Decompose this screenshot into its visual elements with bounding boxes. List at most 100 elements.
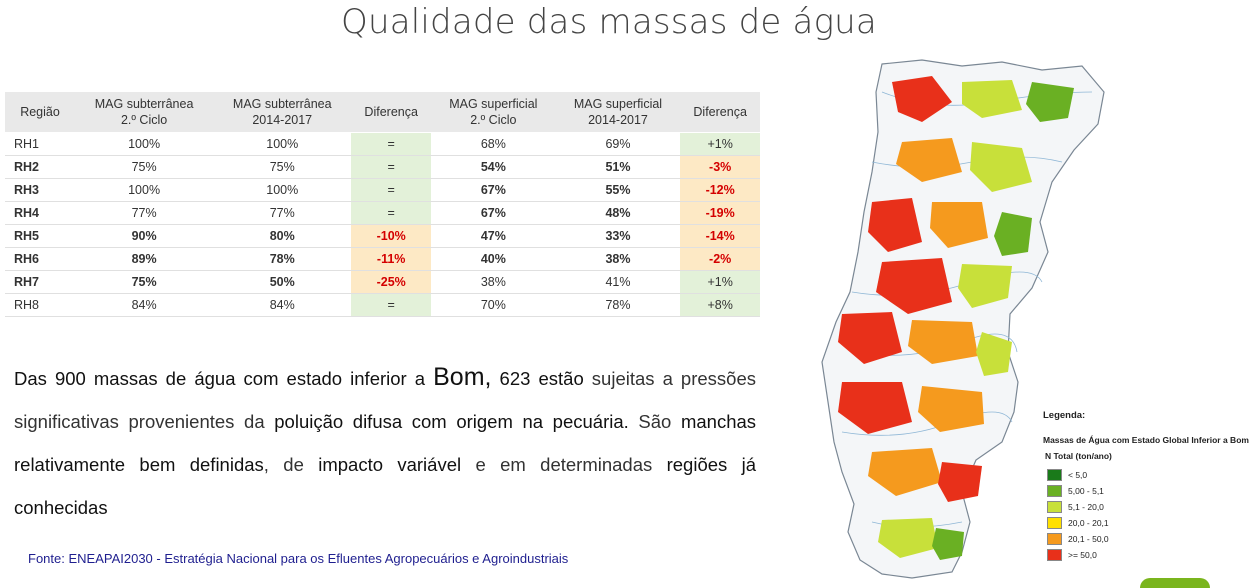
- table-row: RH1 100% 100% = 68% 69% +1%: [5, 132, 760, 156]
- sub-2014-cell: 100%: [213, 132, 352, 156]
- sup-2014-cell: 69%: [555, 132, 681, 156]
- map-legend: Legenda: Massas de Água com Estado Globa…: [1043, 410, 1249, 563]
- legend-unit: N Total (ton/ano): [1045, 451, 1112, 461]
- sub-ciclo-cell: 75%: [75, 155, 214, 179]
- legend-label: 20,0 - 20,1: [1068, 518, 1109, 528]
- table-row: RH2 75% 75% = 54% 51% -3%: [5, 155, 760, 179]
- legend-swatch: [1047, 517, 1062, 529]
- table-row: RH6 89% 78% -11% 40% 38% -2%: [5, 247, 760, 271]
- region-cell: RH5: [5, 224, 75, 248]
- text-segment: manchas relativamente bem definidas: [14, 411, 757, 475]
- sub-ciclo-cell: 100%: [75, 178, 214, 202]
- diff-sub-cell: -11%: [351, 247, 431, 271]
- region-cell: RH7: [5, 270, 75, 294]
- diff-sub-cell: -10%: [351, 224, 431, 248]
- diff-sub-cell: -25%: [351, 270, 431, 294]
- sup-2014-cell: 38%: [555, 247, 681, 271]
- sup-2014-cell: 48%: [555, 201, 681, 225]
- diff-sup-cell: -12%: [680, 178, 760, 202]
- legend-swatch: [1047, 501, 1062, 513]
- legend-swatch: [1047, 485, 1062, 497]
- header-mag-sub-ciclo: MAG subterrânea 2.º Ciclo: [75, 92, 214, 133]
- table-row: RH7 75% 50% -25% 38% 41% +1%: [5, 270, 760, 294]
- diff-sup-cell: -14%: [680, 224, 760, 248]
- diff-sup-cell: -3%: [680, 155, 760, 179]
- sup-2014-cell: 41%: [555, 270, 681, 294]
- region-cell: RH1: [5, 132, 75, 156]
- sub-2014-cell: 77%: [213, 201, 352, 225]
- legend-item: 20,1 - 50,0: [1047, 531, 1249, 547]
- region-cell: RH8: [5, 293, 75, 317]
- text-segment: e em determinadas: [475, 454, 653, 475]
- decorative-corner-shape: [1140, 578, 1210, 588]
- region-cell: RH6: [5, 247, 75, 271]
- sup-ciclo-cell: 67%: [431, 178, 556, 202]
- legend-swatch: [1047, 549, 1062, 561]
- portugal-map: [821, 59, 1105, 579]
- legend-label: < 5,0: [1068, 470, 1088, 480]
- sub-2014-cell: 84%: [213, 293, 352, 317]
- table-row: RH3 100% 100% = 67% 55% -12%: [5, 178, 760, 202]
- sup-2014-cell: 33%: [555, 224, 681, 248]
- header-mag-sup-2014: MAG superficial 2014-2017: [555, 92, 681, 133]
- sub-ciclo-cell: 75%: [75, 270, 214, 294]
- sup-ciclo-cell: 67%: [431, 201, 556, 225]
- region-cell: RH4: [5, 201, 75, 225]
- sup-2014-cell: 55%: [555, 178, 681, 202]
- sub-ciclo-cell: 89%: [75, 247, 214, 271]
- text-segment-bom: Bom,: [433, 363, 492, 391]
- sup-2014-cell: 51%: [555, 155, 681, 179]
- text-segment: sujeitas a pressões significativas prove…: [14, 368, 756, 432]
- region-cell: RH2: [5, 155, 75, 179]
- page-title: Qualidade das massas de água: [341, 2, 877, 42]
- sup-ciclo-cell: 38%: [431, 270, 556, 294]
- legend-subtitle: Massas de Água com Estado Global Inferio…: [1043, 435, 1249, 445]
- water-body-patches: [838, 76, 1074, 560]
- diff-sup-cell: -19%: [680, 201, 760, 225]
- header-diferenca-1: Diferença: [351, 92, 431, 133]
- diff-sub-cell: =: [351, 293, 431, 317]
- sub-2014-cell: 78%: [213, 247, 352, 271]
- diff-sub-cell: =: [351, 178, 431, 202]
- sub-2014-cell: 75%: [213, 155, 352, 179]
- legend-label: >= 50,0: [1068, 550, 1097, 560]
- sub-ciclo-cell: 90%: [75, 224, 214, 248]
- table-row: RH4 77% 77% = 67% 48% -19%: [5, 201, 760, 225]
- text-segment: Das 900 massas de água com estado inferi…: [14, 368, 426, 389]
- diff-sup-cell: -2%: [680, 247, 760, 271]
- sub-ciclo-cell: 77%: [75, 201, 214, 225]
- text-segment: , de: [263, 454, 304, 475]
- sub-ciclo-cell: 84%: [75, 293, 214, 317]
- diff-sup-cell: +1%: [680, 270, 760, 294]
- diff-sup-cell: +8%: [680, 293, 760, 317]
- text-segment: poluição difusa com origem na pecuária.: [274, 411, 629, 432]
- legend-item: 5,00 - 5,1: [1047, 483, 1249, 499]
- sub-2014-cell: 100%: [213, 178, 352, 202]
- legend-swatch: [1047, 469, 1062, 481]
- sup-ciclo-cell: 68%: [431, 132, 556, 156]
- sup-ciclo-cell: 47%: [431, 224, 556, 248]
- summary-paragraph: Das 900 massas de água com estado inferi…: [14, 356, 756, 529]
- mainland-outline: [821, 59, 1105, 579]
- header-mag-sup-ciclo: MAG superficial 2.º Ciclo: [431, 92, 556, 133]
- diff-sup-cell: +1%: [680, 132, 760, 156]
- sup-ciclo-cell: 40%: [431, 247, 556, 271]
- table-row: RH5 90% 80% -10% 47% 33% -14%: [5, 224, 760, 248]
- legend-label: 5,1 - 20,0: [1068, 502, 1104, 512]
- legend-label: 20,1 - 50,0: [1068, 534, 1109, 544]
- table-header-row: Região MAG subterrânea 2.º Ciclo MAG sub…: [5, 92, 760, 133]
- legend-label: 5,00 - 5,1: [1068, 486, 1104, 496]
- sub-2014-cell: 50%: [213, 270, 352, 294]
- legend-item: < 5,0: [1047, 467, 1249, 483]
- sup-ciclo-cell: 54%: [431, 155, 556, 179]
- water-quality-table: Região MAG subterrânea 2.º Ciclo MAG sub…: [5, 92, 760, 317]
- legend-item: 20,0 - 20,1: [1047, 515, 1249, 531]
- diff-sub-cell: =: [351, 155, 431, 179]
- sup-ciclo-cell: 70%: [431, 293, 556, 317]
- region-cell: RH3: [5, 178, 75, 202]
- sup-2014-cell: 78%: [555, 293, 681, 317]
- text-segment: São: [638, 411, 672, 432]
- header-regiao: Região: [5, 92, 75, 133]
- sub-ciclo-cell: 100%: [75, 132, 214, 156]
- sub-2014-cell: 80%: [213, 224, 352, 248]
